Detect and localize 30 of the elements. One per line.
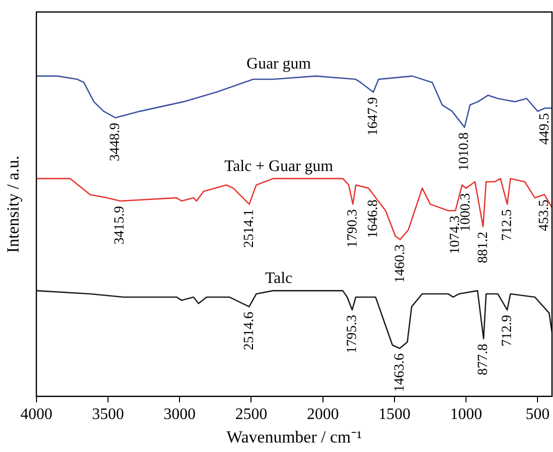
x-tick-label: 1000: [450, 406, 482, 424]
series-label: Guar gum: [246, 55, 312, 72]
annotation: 1647.9: [366, 97, 381, 136]
annotation: 881.2: [476, 232, 491, 264]
annotation: 712.5: [500, 209, 515, 241]
annotation: 1463.6: [392, 353, 408, 392]
annotation: 453.5: [537, 200, 552, 232]
series-label: Talc + Guar gum: [224, 158, 334, 175]
annotation: 1460.3: [392, 244, 408, 283]
x-tick-label: 3500: [92, 406, 124, 424]
annotation: 1795.3: [344, 314, 360, 354]
annotation: 3415.9: [112, 206, 128, 244]
y-axis-title: Intensity / a.u.: [4, 156, 23, 253]
x-tick-label: 500: [526, 406, 550, 424]
x-axis-title: Wavenumber / cm⁻¹: [226, 427, 362, 446]
annotation: 1010.8: [457, 132, 472, 171]
annotation: 2514.6: [242, 312, 257, 350]
annotation: 3448.9: [108, 122, 123, 162]
x-tick-label: 2500: [235, 406, 268, 424]
annotation: 1646.8: [366, 200, 382, 238]
series-label: Talc: [265, 270, 292, 287]
annotation: 877.8: [476, 344, 492, 376]
x-tick-label: 2000: [306, 406, 339, 424]
x-tick-label: 3000: [164, 406, 196, 424]
annotation: 712.9: [500, 314, 515, 346]
x-tick-label: 4000: [20, 406, 52, 424]
annotation: 2514.1: [242, 209, 257, 248]
x-tick-label: 1500: [378, 406, 410, 424]
annotation: 449.5: [538, 113, 553, 145]
annotation: 1790.3: [346, 209, 361, 248]
